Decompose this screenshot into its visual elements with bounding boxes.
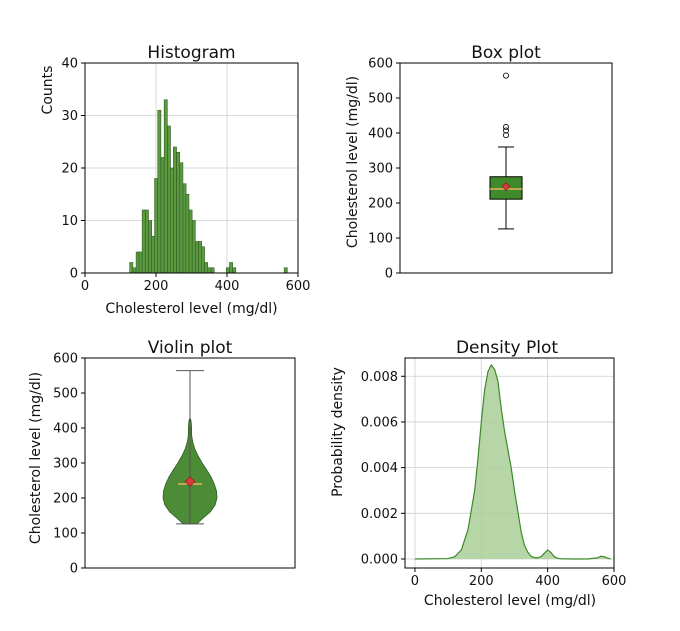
histogram-bar [148,220,152,274]
density-panel: 0 200 400 600 0.000 0.002 0.004 0.006 0.008 Dens… [330,338,626,609]
histogram-bar [179,162,184,274]
density-xlabel: Cholesterol level (mg/dl) [424,593,596,609]
histogram-bar [141,209,146,274]
histogram-ytick-label: 40 [61,57,78,72]
boxplot-ytick-label: 400 [368,127,393,142]
density-area [414,364,611,559]
histogram-ytick-label: 0 [70,267,78,282]
histogram-bar [132,267,137,274]
histogram-bar [157,109,162,274]
histogram-xtick-label: 600 [286,279,311,294]
boxplot-ytick-label: 600 [368,57,393,72]
histogram-bars [129,99,288,274]
violin-marks [162,370,218,525]
histogram-bar [176,151,181,274]
histogram-bar [225,267,230,274]
boxplot-ytick-label: 100 [368,232,393,247]
histogram-bar [138,251,143,274]
histogram-bar [163,99,168,274]
boxplot-marks [489,72,523,230]
box-outlier [502,72,509,79]
histogram-bar [204,262,209,274]
violin-panel: 0 100 200 300 400 500 600 Violin plot Choleste… [28,338,296,577]
histogram-ytick-label: 10 [61,214,78,229]
histogram-bar [210,267,215,274]
histogram-title: Histogram [147,43,235,63]
histogram-bar [145,209,149,274]
density-ylabel: Probability density [330,367,346,497]
density-ytick-label: 0.006 [361,415,398,430]
histogram-xlabel: Cholesterol level (mg/dl) [105,301,277,317]
histogram-bar [188,209,193,274]
histogram-bar [201,246,205,274]
violin-ytick-label: 200 [53,492,78,507]
box-outlier [502,124,509,131]
violin-ylabel: Cholesterol level (mg/dl) [28,372,44,544]
boxplot-ylabel: Cholesterol level (mg/dl) [345,76,361,248]
histogram-bar [195,241,199,274]
histogram-ytick-label: 30 [61,109,78,124]
violin-ytick-label: 100 [53,527,78,542]
histogram-bar [283,267,288,274]
boxplot-ytick-label: 0 [385,267,393,282]
density-ytick-label: 0.000 [361,553,398,568]
box-mean-marker [501,182,511,191]
density-line [414,364,611,560]
histogram-xtick-label: 200 [144,279,169,294]
violin-ytick-label: 600 [53,352,78,367]
histogram-bar [191,220,196,274]
histogram-bar [185,193,190,274]
density-ytick-label: 0.002 [361,507,398,522]
violin-ytick-label: 0 [70,562,78,577]
histogram-bar [129,262,134,274]
histogram-ylabel: Counts [40,66,56,115]
density-ytick-label: 0.004 [361,461,398,476]
histogram-bar [169,167,174,274]
violin-mean-marker [184,476,196,487]
box-outlier [502,127,509,134]
box-outlier [502,132,509,139]
histogram-bar [229,262,233,274]
density-title: Density Plot [456,338,558,358]
boxplot-ytick-label: 500 [368,92,393,107]
histogram-bar [232,267,237,274]
histogram-xtick-label: 0 [81,279,89,294]
density-xtick-label: 0 [411,574,419,589]
violin-title: Violin plot [148,338,233,358]
boxplot-panel: 0 100 200 300 400 500 600 Box plot Cholesterol… [345,43,613,282]
histogram-xtick-label: 400 [215,279,240,294]
boxplot-title: Box plot [471,43,541,63]
histogram-ytick-label: 20 [61,162,78,177]
density-marks [414,364,611,560]
histogram-bar [154,178,159,274]
boxplot-ytick-label: 200 [368,197,393,212]
violin-ytick-label: 300 [53,457,78,472]
violin-ytick-label: 500 [53,387,78,402]
histogram-panel: 0 200 400 600 0 10 20 30 40 Histogram Cholestero… [40,43,310,317]
density-xtick-label: 600 [602,574,627,589]
density-frame [404,357,615,569]
histogram-bar [173,146,177,274]
density-xtick-label: 400 [535,574,560,589]
boxplot-ytick-label: 300 [368,162,393,177]
density-ytick-label: 0.008 [361,370,398,385]
histogram-bar [160,157,165,274]
density-xtick-label: 200 [469,574,494,589]
violin-ytick-label: 400 [53,422,78,437]
histogram-bar [207,267,212,274]
